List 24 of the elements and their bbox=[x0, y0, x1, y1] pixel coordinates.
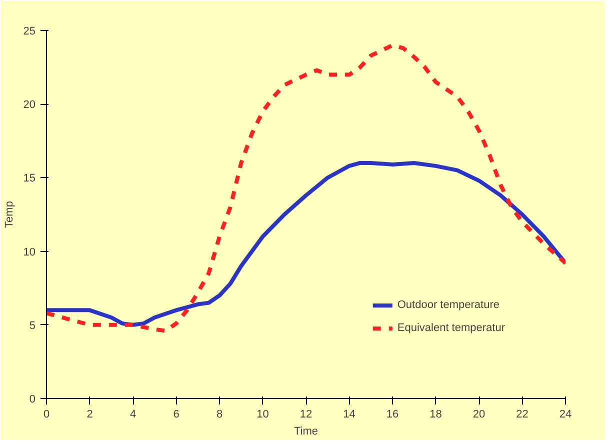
y-tick-label: 20 bbox=[23, 99, 36, 112]
x-tick-label: 6 bbox=[173, 408, 180, 420]
x-tick-label: 14 bbox=[343, 408, 356, 420]
x-tick-label: 10 bbox=[256, 408, 269, 420]
y-tick-label: 25 bbox=[23, 26, 36, 38]
x-tick-label: 4 bbox=[130, 408, 136, 420]
x-tick-label: 12 bbox=[300, 408, 312, 420]
x-tick-label: 18 bbox=[430, 408, 442, 420]
x-tick-label: 24 bbox=[559, 408, 572, 420]
x-tick-label: 2 bbox=[86, 408, 93, 420]
x-tick-label: 20 bbox=[472, 408, 486, 420]
legend-label: Outdoor temperature bbox=[397, 299, 500, 311]
x-tick-label: 16 bbox=[386, 408, 399, 420]
legend-label: Equivalent temperatur bbox=[397, 322, 505, 334]
y-tick-label: 0 bbox=[29, 394, 36, 406]
line-series bbox=[46, 43, 566, 333]
x-tick-label: 8 bbox=[216, 408, 223, 420]
x-tick-label: 22 bbox=[516, 408, 528, 420]
y-tick-label: 10 bbox=[23, 246, 36, 258]
y-axis-title: Temp bbox=[3, 201, 16, 228]
y-tick-label: 5 bbox=[29, 320, 36, 332]
y-tick-label: 15 bbox=[23, 172, 36, 185]
x-tick-label: 0 bbox=[43, 408, 50, 420]
x-axis-title: Time bbox=[294, 426, 318, 438]
